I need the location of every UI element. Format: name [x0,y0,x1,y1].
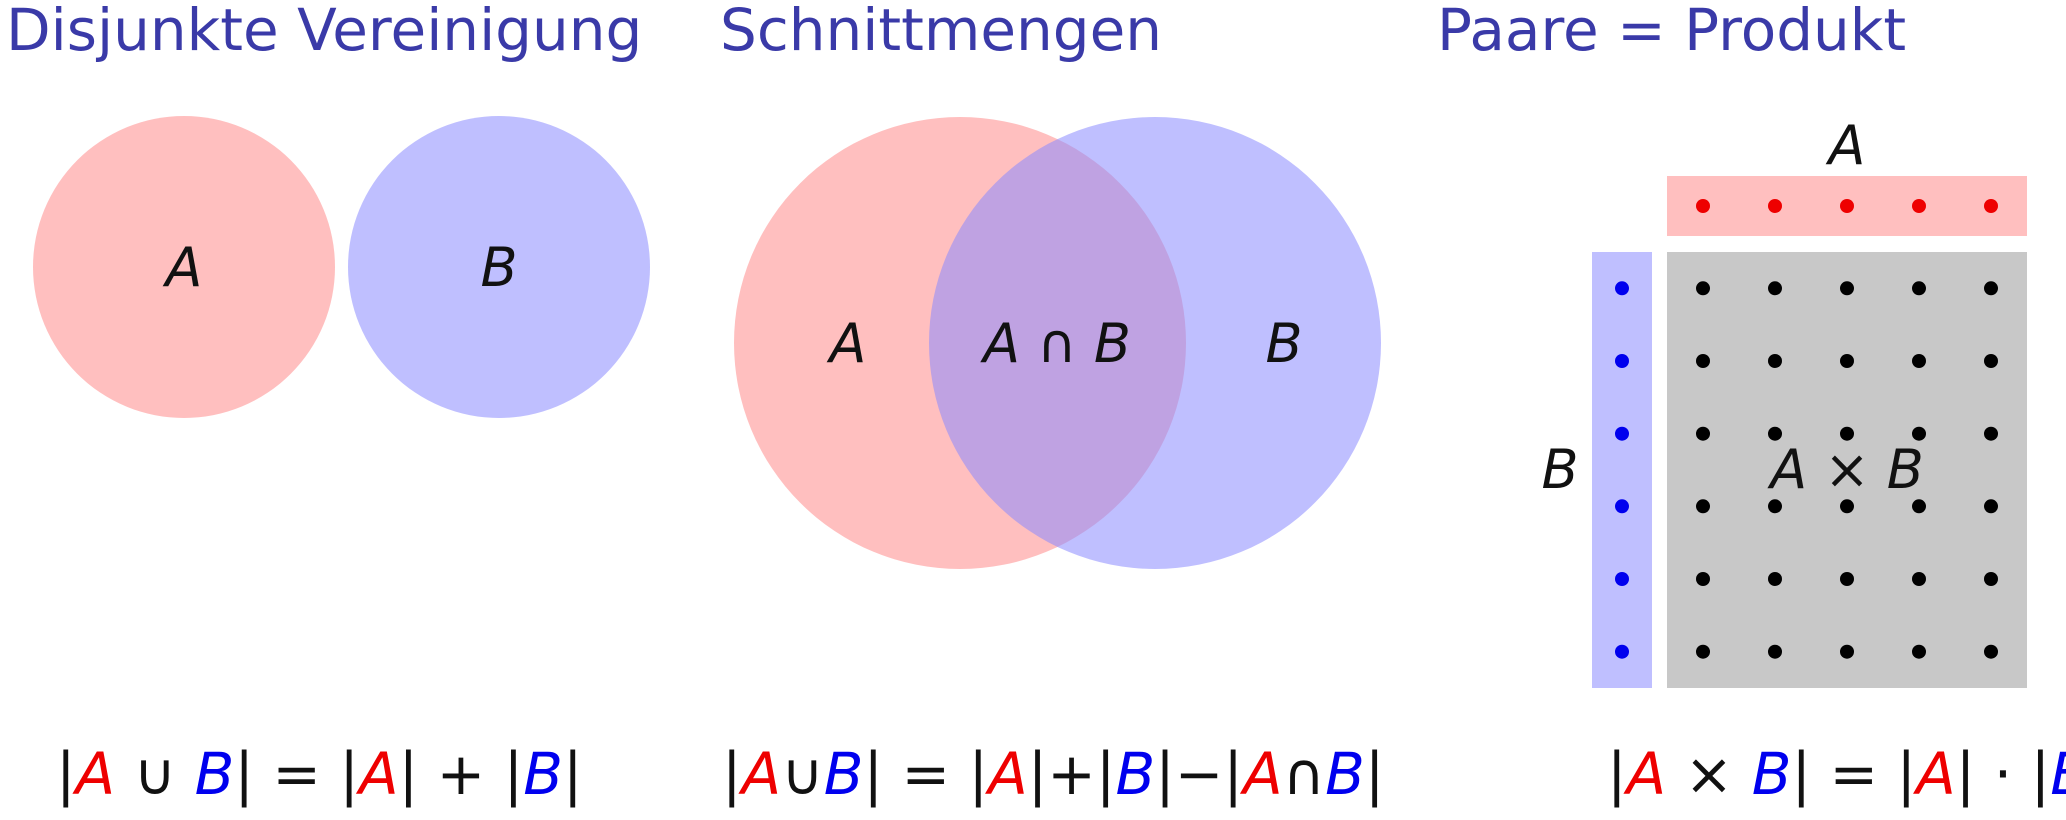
pair-element-dot [1912,354,1926,368]
pair-element-dot [1840,644,1854,659]
formula-product: |A × B| = |A| · |B| [1607,740,2066,808]
set-b-element-dot [1615,426,1629,441]
pair-element-dot [1840,572,1854,586]
pair-element-dot [1984,281,1998,296]
formula-disjoint: |A ∪ B| = |A| + |B| [56,740,583,808]
formula-intersection: |A∪B| = |A|+|B|−|A∩B| [722,740,1384,808]
product-elements [1696,281,1998,659]
pair-element-dot [1840,426,1854,441]
pair-element-dot [1912,644,1926,659]
pair-element-dot [1696,354,1710,368]
pair-element-dot [1768,644,1782,659]
pair-element-dot [1768,281,1782,296]
panel-title-product: Paare = Produkt [1437,0,1906,64]
panel-product: Paare = Produkt A B A × B |A × B| = |A| … [1437,0,2066,808]
set-a-element-dot [1696,199,1710,213]
label-set-a: A [163,236,203,299]
pair-element-dot [1696,572,1710,586]
set-b-element-dot [1615,499,1629,514]
pair-element-dot [1696,499,1710,514]
label-product: A × B [1767,438,1924,501]
pair-element-dot [1984,644,1998,659]
product-grid-area [1667,252,2027,688]
set-a-element-dot [1912,199,1926,213]
pair-element-dot [1696,426,1710,441]
set-b-elements [1615,281,1629,659]
set-b-element-dot [1615,572,1629,586]
pair-element-dot [1984,426,1998,441]
label-set-b: B [1265,312,1302,375]
set-a-circle [33,116,335,418]
label-intersection: A ∩ B [980,312,1131,375]
set-a-element-dot [1984,199,1998,213]
pair-element-dot [1768,426,1782,441]
panel-intersection: Schnittmengen A A ∩ B B |A∪B| = |A|+|B|−… [720,0,1384,808]
set-b-circle [929,117,1381,569]
pair-element-dot [1912,426,1926,441]
pair-element-dot [1696,644,1710,659]
pair-element-dot [1768,354,1782,368]
panel-disjoint-union: Disjunkte Vereinigung A B |A ∪ B| = |A| … [6,0,650,808]
label-set-a: A [1826,114,1866,177]
panel-title-intersection: Schnittmengen [720,0,1162,64]
set-a-elements [1696,199,1998,213]
pair-element-dot [1768,572,1782,586]
pair-element-dot [1696,281,1710,296]
pair-element-dot [1984,572,1998,586]
label-set-a: A [827,312,867,375]
set-a-element-dot [1768,199,1782,213]
pair-element-dot [1912,499,1926,514]
pair-element-dot [1912,281,1926,296]
pair-element-dot [1984,354,1998,368]
set-b-element-dot [1615,354,1629,368]
pair-element-dot [1912,572,1926,586]
pair-element-dot [1840,499,1854,514]
set-b-circle [348,116,650,418]
pair-element-dot [1840,354,1854,368]
set-a-element-dot [1840,199,1854,213]
pair-element-dot [1840,281,1854,296]
set-b-element-dot [1615,644,1629,659]
pair-element-dot [1768,499,1782,514]
label-set-b: B [1541,438,1578,501]
label-set-b: B [480,236,517,299]
set-b-strip [1592,252,1652,688]
pair-element-dot [1984,499,1998,514]
set-b-element-dot [1615,281,1629,296]
panel-title-disjoint: Disjunkte Vereinigung [6,0,642,64]
